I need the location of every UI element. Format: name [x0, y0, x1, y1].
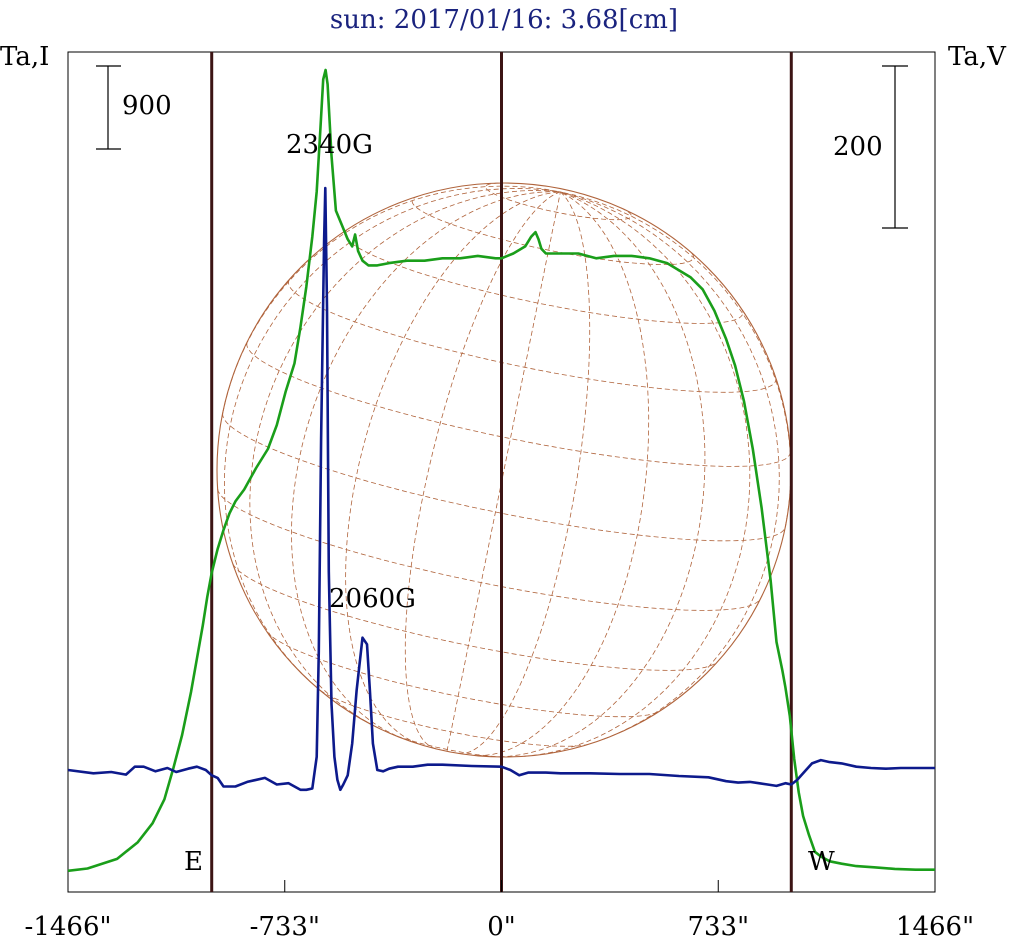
right-axis-label: Ta,V: [948, 42, 1007, 72]
parallel-line: [232, 563, 718, 671]
parallel-line: [246, 342, 791, 467]
annotation-2060g: 2060G: [329, 584, 416, 614]
stokes-v-line: [67, 186, 935, 792]
x-tick-label: -1466": [25, 912, 112, 941]
meridian-line: [458, 191, 591, 755]
x-tick-label: 0": [487, 912, 516, 941]
parallel-line: [389, 732, 508, 758]
meridian-line: [223, 187, 561, 680]
scale-bar-right: 200: [833, 65, 908, 229]
meridian-line: [446, 191, 561, 752]
annotation-2340g: 2340G: [286, 130, 373, 160]
x-axis-ticks: -1466" -733" 0" 733" 1466": [25, 880, 974, 941]
scale-bar-left: 900: [96, 65, 172, 150]
left-axis-label: Ta,I: [0, 42, 49, 72]
parallel-line: [222, 413, 786, 542]
parallel-line: [266, 631, 660, 718]
meridian-line: [345, 191, 561, 745]
chart-title: sun: 2017/01/16: 3.68[cm]: [330, 5, 678, 35]
parallel-line: [288, 279, 777, 393]
meridian-line: [404, 191, 561, 750]
scale-bar-right-label: 200: [833, 132, 883, 162]
west-label: W: [808, 847, 835, 877]
meridian-line: [499, 191, 706, 758]
x-tick-label: 733": [687, 912, 749, 941]
solar-disk-grid: [216, 182, 792, 758]
series-group: [67, 68, 935, 873]
vertical-markers: [210, 52, 793, 892]
parallel-line: [411, 195, 694, 266]
parallel-line: [217, 489, 761, 611]
meridian-line: [291, 191, 561, 737]
parallel-line: [485, 182, 632, 221]
meridian-line: [560, 191, 780, 740]
east-label: E: [184, 847, 203, 877]
scale-bar-left-label: 900: [122, 91, 172, 121]
parallel-line: [319, 689, 588, 747]
stokes-i-line: [67, 68, 935, 873]
x-tick-label: -733": [250, 912, 320, 941]
x-tick-label: 1466": [896, 912, 974, 941]
